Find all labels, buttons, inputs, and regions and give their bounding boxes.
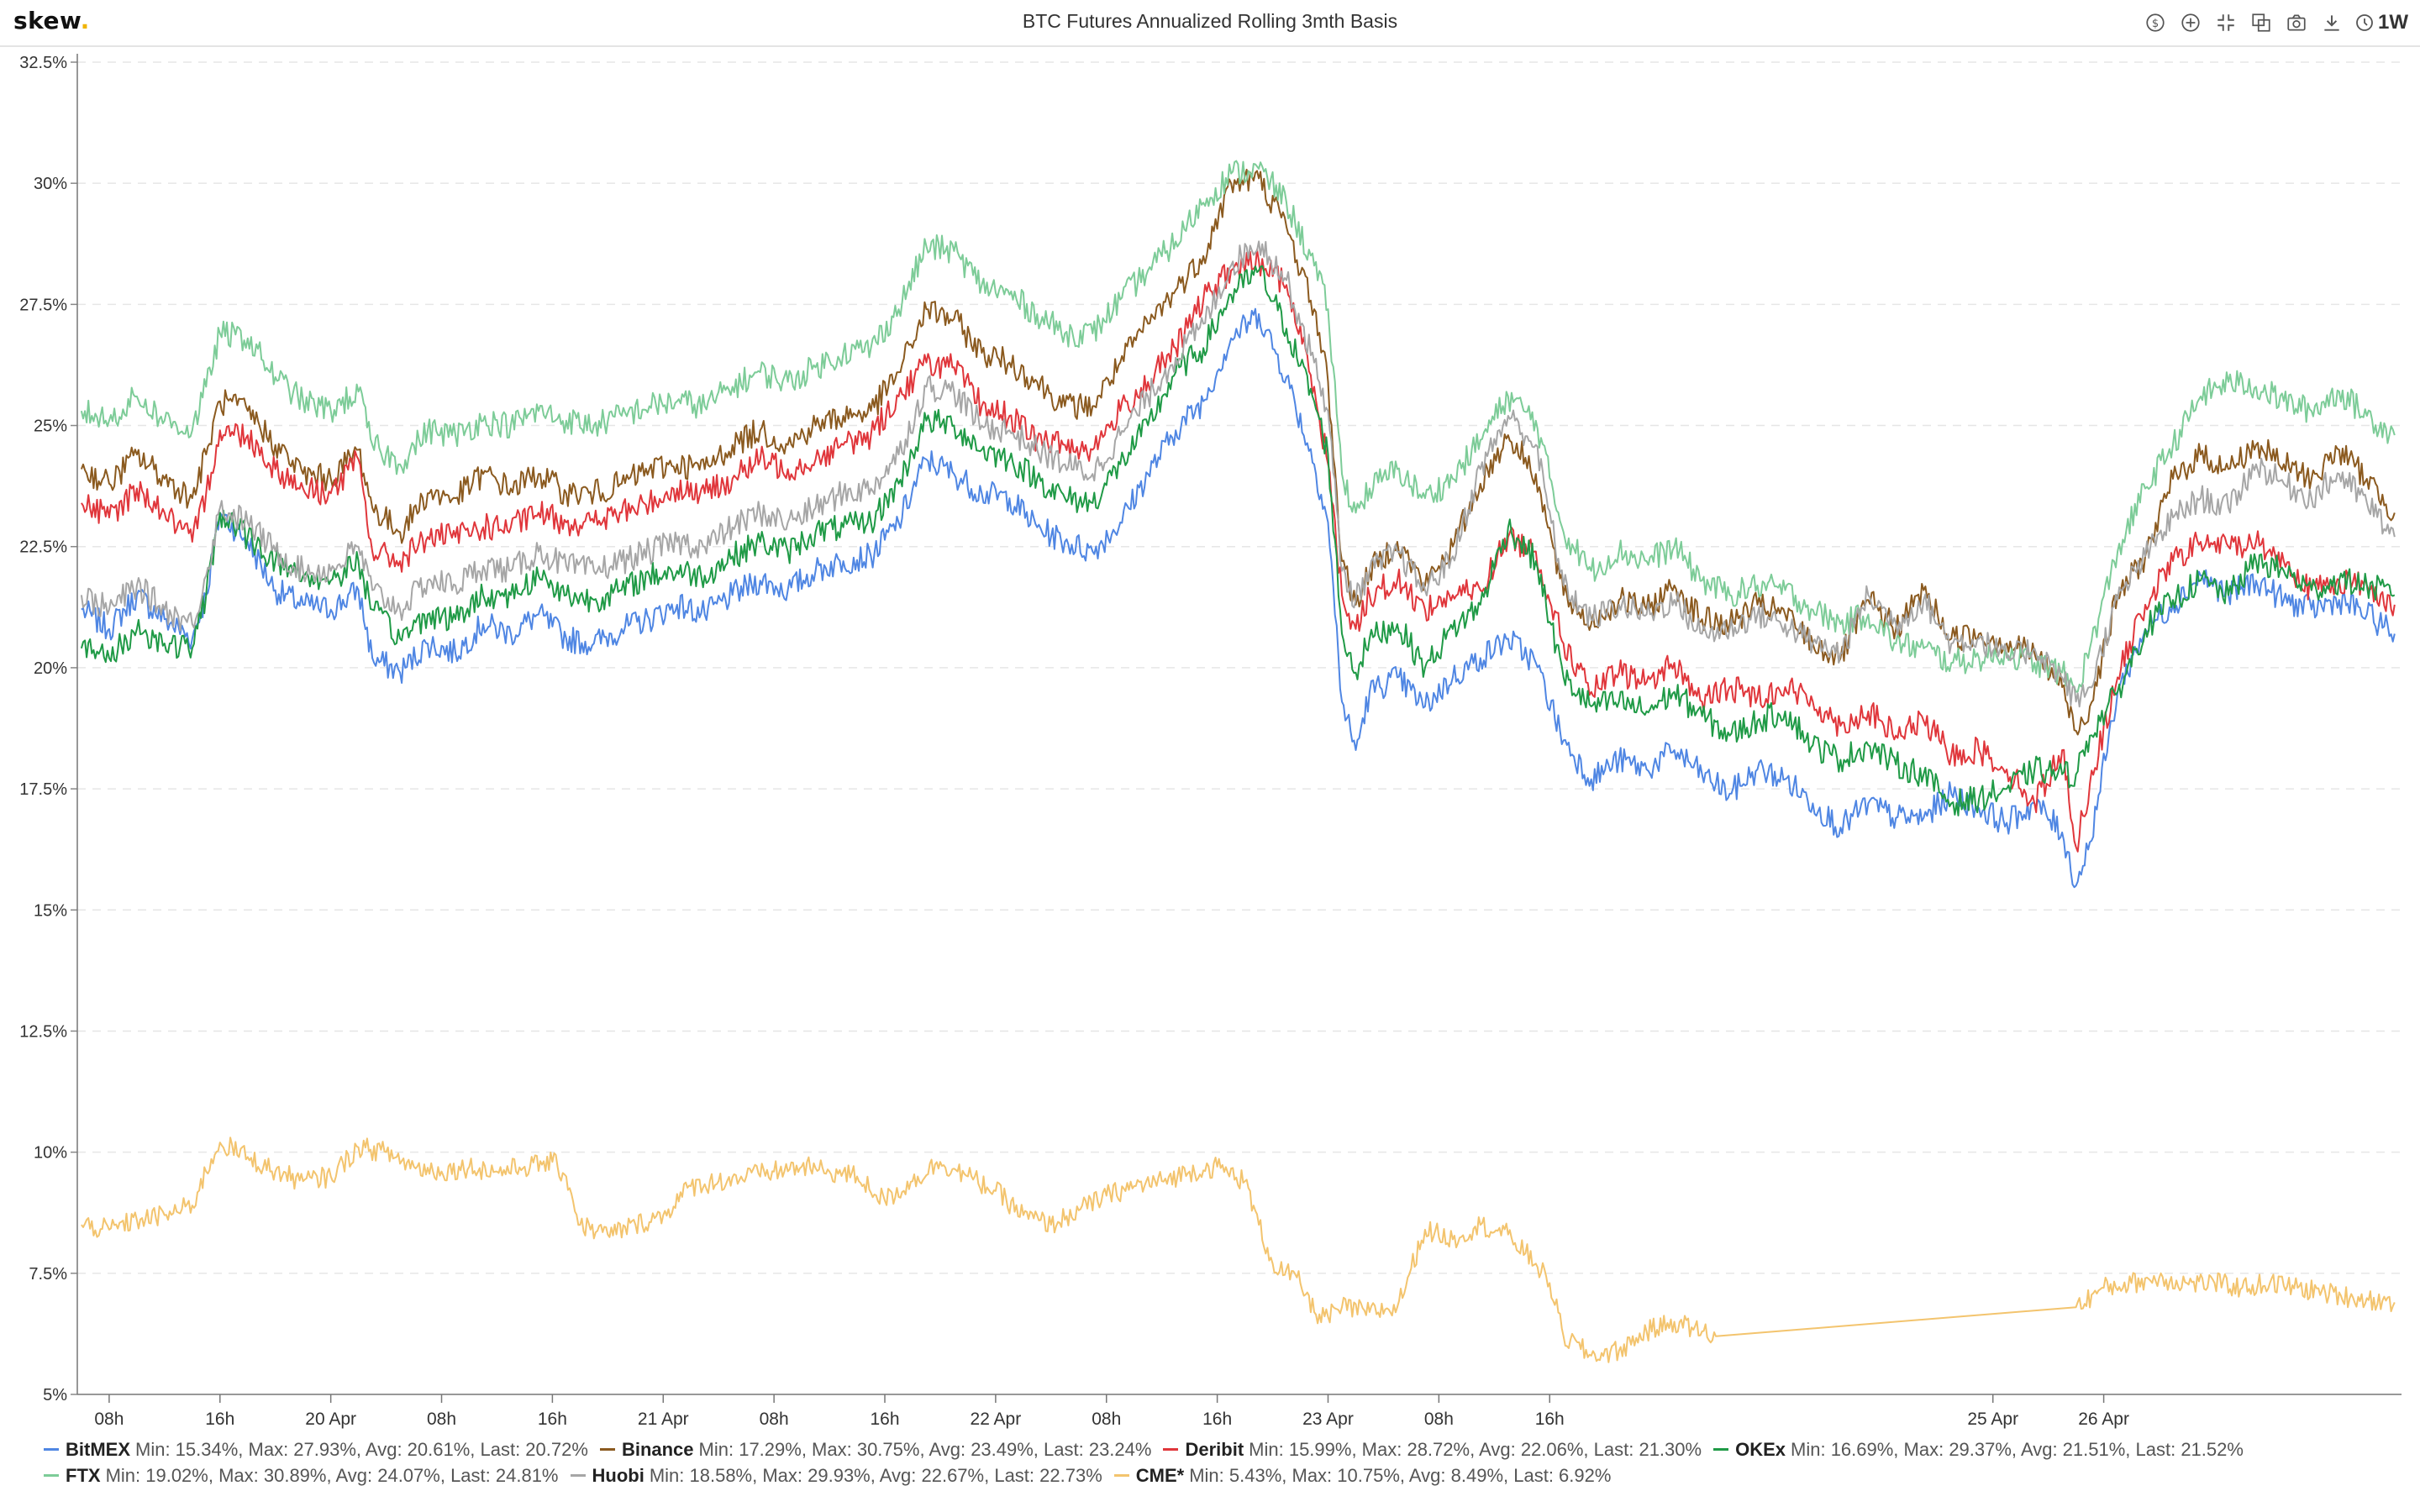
x-tick-label: 08h — [1092, 1410, 1121, 1429]
y-tick-label: 12.5% — [19, 1022, 67, 1041]
y-tick-label: 25% — [34, 417, 67, 436]
legend-series-name: FTX — [66, 1465, 101, 1486]
legend-series-name: Binance — [621, 1439, 694, 1460]
y-tick-label: 15% — [34, 901, 67, 920]
y-tick-label: 17.5% — [19, 780, 67, 799]
x-tick-label: 16h — [538, 1410, 567, 1429]
legend-series-name: Deribit — [1185, 1439, 1244, 1460]
x-tick-label: 22 Apr — [971, 1410, 1022, 1429]
chart-title: BTC Futures Annualized Rolling 3mth Basi… — [1022, 10, 1398, 32]
legend-item-binance[interactable]: Binance Min: 17.29%, Max: 30.75%, Avg: 23… — [599, 1436, 1152, 1462]
clock-icon — [2356, 14, 2373, 31]
legend-series-stats: Min: 19.02%, Max: 30.89%, Avg: 24.07%, L… — [105, 1465, 559, 1486]
legend-item-deribit[interactable]: Deribit Min: 15.99%, Max: 28.72%, Avg: 22… — [1163, 1436, 1702, 1462]
legend-series-name: Huobi — [592, 1465, 644, 1486]
legend-series-stats: Min: 15.99%, Max: 28.72%, Avg: 22.06%, L… — [1249, 1439, 1702, 1460]
copy-icon[interactable] — [2249, 10, 2274, 35]
legend-row: FTX Min: 19.02%, Max: 30.89%, Avg: 24.07%… — [44, 1462, 2396, 1488]
legend-item-bitmex[interactable]: BitMEX Min: 15.34%, Max: 27.93%, Avg: 20.… — [44, 1436, 588, 1462]
series-line-ftx[interactable] — [80, 160, 2396, 693]
legend-series-name: OKEx — [1735, 1439, 1786, 1460]
x-tick-label: 08h — [1424, 1410, 1454, 1429]
x-tick-label: 20 Apr — [305, 1410, 356, 1429]
series-line-okex[interactable] — [80, 265, 2396, 816]
legend-swatch — [570, 1474, 586, 1477]
x-tick-label: 23 Apr — [1302, 1410, 1354, 1429]
currency-icon[interactable]: $ — [2143, 10, 2168, 35]
y-tick-label: 10% — [34, 1144, 67, 1163]
x-tick-label: 16h — [870, 1410, 899, 1429]
legend-swatch — [1713, 1448, 1729, 1451]
legend-item-cme[interactable]: CME* Min: 5.43%, Max: 10.75%, Avg: 8.49%,… — [1113, 1462, 1612, 1488]
series-line-bitmex[interactable] — [81, 307, 2396, 889]
x-tick-label: 16h — [205, 1410, 234, 1429]
x-tick-label: 16h — [1202, 1410, 1232, 1429]
x-tick-label: 08h — [427, 1410, 456, 1429]
y-tick-label: 7.5% — [29, 1265, 67, 1284]
series-line-cme[interactable] — [81, 1137, 2396, 1363]
y-tick-label: 27.5% — [19, 296, 67, 314]
camera-icon[interactable] — [2284, 10, 2309, 35]
legend-swatch — [44, 1474, 59, 1477]
y-tick-label: 32.5% — [19, 54, 67, 72]
legend-series-stats: Min: 17.29%, Max: 30.75%, Avg: 23.49%, L… — [698, 1439, 1152, 1460]
y-tick-label: 20% — [34, 659, 67, 678]
legend-item-okex[interactable]: OKEx Min: 16.69%, Max: 29.37%, Avg: 21.51… — [1713, 1436, 2244, 1462]
top-bar: skew. BTC Futures Annualized Rolling 3mt… — [0, 0, 2420, 47]
legend-item-huobi[interactable]: Huobi Min: 18.58%, Max: 29.93%, Avg: 22.6… — [570, 1462, 1102, 1488]
collapse-icon[interactable] — [2213, 10, 2238, 35]
time-range-selector[interactable]: 1W — [2354, 11, 2408, 34]
download-icon[interactable] — [2319, 10, 2344, 35]
legend-series-stats: Min: 16.69%, Max: 29.37%, Avg: 21.51%, L… — [1791, 1439, 2244, 1460]
chart-legend: BitMEX Min: 15.34%, Max: 27.93%, Avg: 20.… — [44, 1436, 2396, 1488]
legend-series-stats: Min: 18.58%, Max: 29.93%, Avg: 22.67%, L… — [649, 1465, 1102, 1486]
series-line-huobi[interactable] — [80, 240, 2396, 708]
brand-logo[interactable]: skew. — [13, 7, 90, 34]
x-tick-label: 08h — [760, 1410, 789, 1429]
add-icon[interactable] — [2178, 10, 2203, 35]
series-line-deribit[interactable] — [81, 249, 2396, 853]
series-line-binance[interactable] — [80, 168, 2396, 736]
legend-swatch — [1113, 1474, 1129, 1477]
svg-text:$: $ — [2152, 18, 2159, 30]
y-tick-label: 5% — [43, 1386, 67, 1404]
legend-series-stats: Min: 15.34%, Max: 27.93%, Avg: 20.61%, L… — [135, 1439, 588, 1460]
chart-toolbar: $ 1W — [2143, 8, 2408, 37]
legend-series-name: BitMEX — [66, 1439, 130, 1460]
y-tick-label: 30% — [34, 175, 67, 193]
x-tick-label: 08h — [94, 1410, 124, 1429]
line-chart: 5% 7.5% 10% 12.5% 15% 17.5% 20% 22.5% 25% 27.5% 30… — [19, 54, 2402, 1429]
legend-swatch — [599, 1448, 615, 1451]
x-tick-label: 26 Apr — [2078, 1410, 2129, 1429]
legend-swatch — [44, 1448, 59, 1451]
legend-swatch — [1163, 1448, 1179, 1451]
x-tick-label: 16h — [1535, 1410, 1565, 1429]
x-tick-label: 25 Apr — [1967, 1410, 2018, 1429]
legend-row: BitMEX Min: 15.34%, Max: 27.93%, Avg: 20.… — [44, 1436, 2396, 1462]
y-tick-label: 22.5% — [19, 538, 67, 557]
legend-series-stats: Min: 5.43%, Max: 10.75%, Avg: 8.49%, Las… — [1189, 1465, 1612, 1486]
legend-item-ftx[interactable]: FTX Min: 19.02%, Max: 30.89%, Avg: 24.07%… — [44, 1462, 559, 1488]
legend-series-name: CME* — [1135, 1465, 1185, 1486]
x-tick-label: 21 Apr — [638, 1410, 689, 1429]
time-range-label: 1W — [2378, 11, 2408, 34]
